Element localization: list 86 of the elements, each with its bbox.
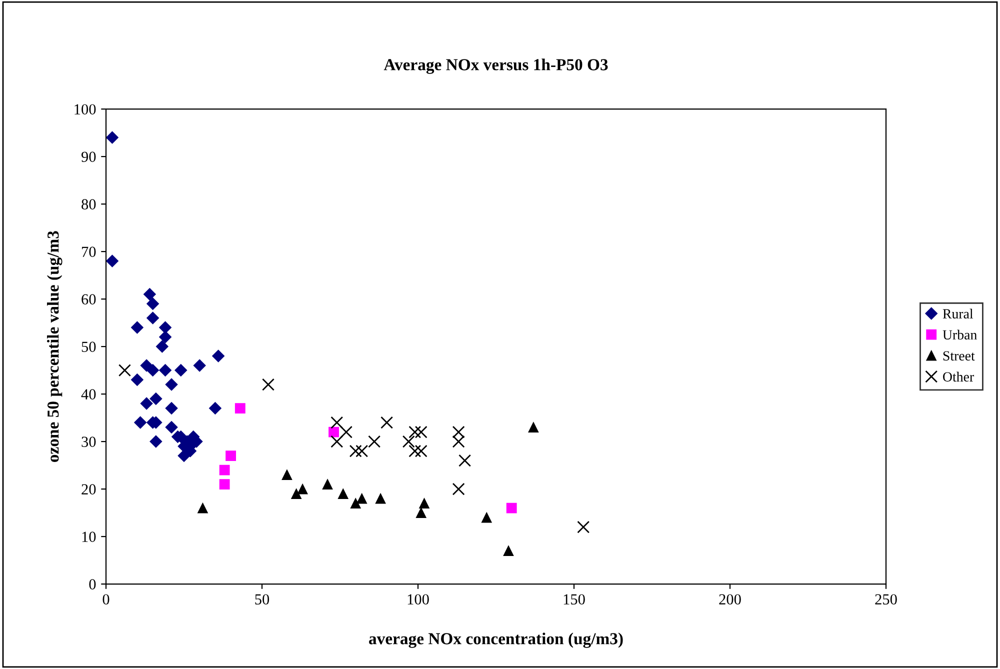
point	[159, 321, 172, 334]
point	[156, 340, 168, 353]
point	[165, 378, 178, 391]
y-tick-label: 40	[81, 389, 96, 400]
x-tick-label: 200	[719, 594, 741, 605]
point	[350, 498, 361, 508]
point	[338, 488, 348, 499]
point	[106, 254, 118, 268]
point	[143, 288, 156, 301]
point	[262, 378, 274, 391]
point	[330, 416, 344, 429]
y-tick-label: 60	[82, 294, 96, 304]
point	[328, 426, 339, 438]
y-tick-label: 50	[82, 342, 96, 352]
point	[159, 364, 172, 377]
point	[297, 484, 308, 494]
point	[408, 426, 422, 438]
point	[402, 435, 415, 448]
y-tick-label: 20	[82, 484, 96, 494]
y-tick-label: 10	[82, 532, 96, 542]
legend-label: Other	[943, 372, 974, 382]
point	[528, 422, 539, 432]
y-tick-label: 90	[81, 152, 96, 162]
point	[416, 508, 426, 518]
x-tick-label: 50	[255, 594, 270, 605]
point	[291, 488, 302, 499]
point	[340, 426, 352, 438]
point	[503, 546, 514, 556]
point	[234, 403, 246, 414]
point	[165, 421, 178, 434]
point	[219, 479, 230, 490]
y-axis-title: ozone 50 percentile value (ug/m3	[47, 231, 62, 462]
point	[414, 444, 428, 458]
point	[150, 435, 162, 448]
point	[577, 520, 590, 534]
point	[193, 359, 206, 372]
legend-label: Street	[943, 351, 975, 361]
chart-title: Average NOx versus 1h-P50 O3	[384, 58, 608, 74]
point	[481, 512, 492, 523]
x-axis-title: average NOx concentration (ug/m3)	[369, 632, 623, 648]
point	[226, 450, 236, 461]
x-tick-label: 100	[408, 594, 429, 605]
y-tick-label: 0	[89, 579, 96, 590]
y-tick-label: 70	[82, 246, 96, 257]
x-tick-label: 150	[564, 594, 585, 605]
point	[356, 444, 368, 458]
point	[106, 131, 118, 144]
x-tick-label: 0	[102, 594, 110, 605]
point	[419, 498, 430, 508]
point	[130, 321, 144, 334]
point	[282, 470, 292, 480]
point	[452, 482, 465, 496]
point	[198, 502, 208, 514]
point	[368, 435, 381, 448]
point	[165, 402, 178, 415]
point	[322, 479, 333, 490]
point	[174, 364, 188, 377]
point	[212, 350, 225, 362]
point	[146, 298, 160, 310]
point	[150, 392, 162, 406]
point	[452, 435, 465, 448]
y-tick-label: 100	[74, 104, 96, 114]
y-tick-label: 80	[82, 199, 96, 210]
point	[159, 330, 172, 344]
y-tick-label: 30	[82, 436, 96, 447]
x-tick-label: 250	[875, 594, 897, 605]
legend-label: Urban	[942, 330, 977, 340]
point	[380, 416, 394, 429]
point	[146, 312, 160, 324]
point	[349, 444, 362, 458]
point	[140, 397, 153, 410]
point	[375, 493, 386, 504]
point	[414, 426, 428, 438]
point	[452, 426, 465, 438]
point	[408, 444, 422, 458]
point	[208, 402, 222, 415]
point	[118, 364, 131, 377]
legend-label: Rural	[942, 308, 974, 319]
point	[130, 374, 144, 386]
point	[219, 464, 230, 476]
point	[330, 435, 344, 448]
point	[356, 493, 368, 504]
point	[146, 364, 160, 377]
point	[506, 502, 517, 514]
point	[458, 454, 472, 467]
point	[134, 416, 147, 429]
